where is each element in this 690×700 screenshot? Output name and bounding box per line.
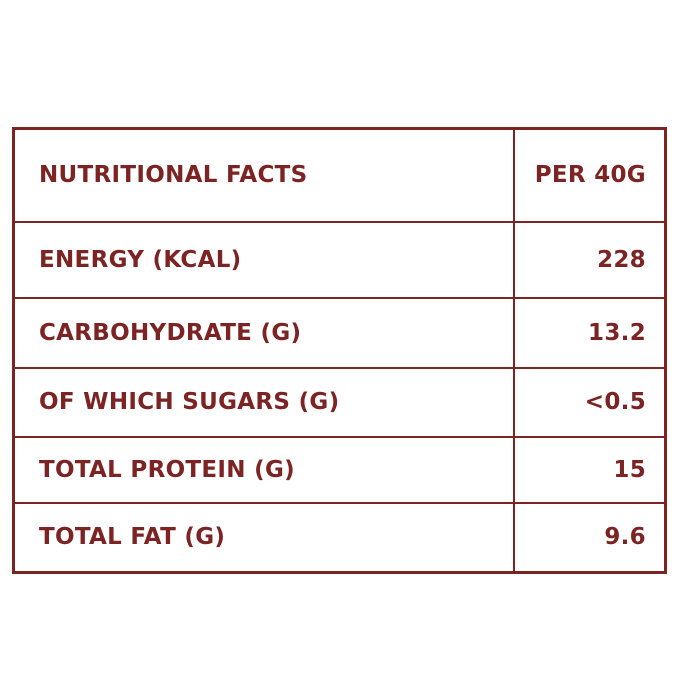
nutrient-label: ENERGY (KCAL) bbox=[12, 220, 515, 299]
nutrient-value: 15 bbox=[513, 435, 667, 504]
table-row: TOTAL FAT (G) 9.6 bbox=[12, 501, 667, 574]
header-row: NUTRITIONAL FACTS PER 40G bbox=[12, 127, 667, 223]
nutrient-label: OF WHICH SUGARS (G) bbox=[12, 366, 515, 438]
nutrient-label: TOTAL FAT (G) bbox=[12, 501, 515, 574]
nutrition-table: NUTRITIONAL FACTS PER 40G ENERGY (KCAL) 2… bbox=[12, 127, 667, 574]
nutrient-value: 228 bbox=[513, 220, 667, 299]
table-row: CARBOHYDRATE (G) 13.2 bbox=[12, 296, 667, 369]
table-body: NUTRITIONAL FACTS PER 40G ENERGY (KCAL) 2… bbox=[12, 127, 667, 574]
table-row: TOTAL PROTEIN (G) 15 bbox=[12, 435, 667, 504]
table-row: ENERGY (KCAL) 228 bbox=[12, 220, 667, 299]
nutrient-value: 9.6 bbox=[513, 501, 667, 574]
nutrient-value: 13.2 bbox=[513, 296, 667, 369]
header-cell: NUTRITIONAL FACTS bbox=[12, 127, 515, 223]
nutrient-label: TOTAL PROTEIN (G) bbox=[12, 435, 515, 504]
table-row: OF WHICH SUGARS (G) <0.5 bbox=[12, 366, 667, 438]
nutrient-value: <0.5 bbox=[513, 366, 667, 438]
nutrient-label: CARBOHYDRATE (G) bbox=[12, 296, 515, 369]
header-cell: PER 40G bbox=[513, 127, 667, 223]
